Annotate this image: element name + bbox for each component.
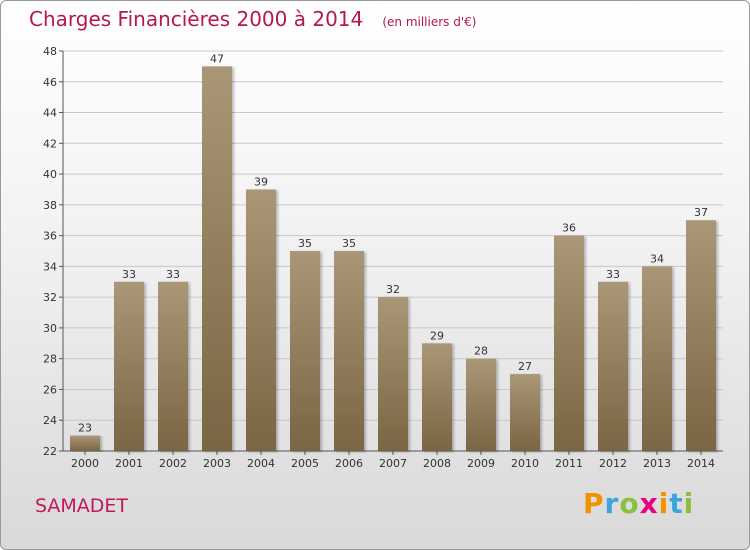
data-label: 39 [254,175,268,188]
x-tick-label: 2005 [291,457,319,470]
x-tick-label: 2002 [159,457,187,470]
y-tick-label: 30 [43,322,57,335]
bar [114,281,144,451]
bar [246,189,276,451]
logo-letter: x [639,487,659,520]
y-tick-label: 44 [43,107,57,120]
chart-title: Charges Financières 2000 à 2014 (en mill… [29,7,476,31]
x-tick-label: 2006 [335,457,363,470]
y-tick-label: 24 [43,414,57,427]
x-tick-label: 2014 [687,457,715,470]
bar [158,281,188,451]
y-tick-label: 42 [43,137,57,150]
x-tick-label: 2011 [555,457,583,470]
bar [202,66,232,451]
data-label: 47 [210,52,224,65]
x-tick-label: 2008 [423,457,451,470]
data-label: 35 [298,237,312,250]
chart-unit: (en milliers d'€) [382,15,477,29]
logo-letter: r [604,487,620,520]
bar [422,343,452,451]
proxiti-logo[interactable]: Proxiti [583,487,694,520]
data-label: 32 [386,283,400,296]
y-tick-label: 48 [43,45,57,58]
bar [642,266,672,451]
x-tick-label: 2007 [379,457,407,470]
y-tick-label: 26 [43,383,57,396]
data-label: 23 [78,422,92,435]
data-label: 35 [342,237,356,250]
bar [290,251,320,451]
x-tick-label: 2000 [71,457,99,470]
y-tick-label: 46 [43,76,57,89]
y-tick-label: 28 [43,353,57,366]
y-tick-label: 40 [43,168,57,181]
logo-letter: o [619,487,640,520]
x-tick-label: 2013 [643,457,671,470]
data-label: 28 [474,345,488,358]
bars [70,66,716,451]
data-label: 29 [430,329,444,342]
data-label: 33 [122,268,136,281]
labels: 22 24 26 28 30 32 34 36 38 40 42 44 46 48 2000 23 2001 33… [43,45,715,470]
x-tick-label: 2003 [203,457,231,470]
data-label: 33 [606,268,620,281]
x-tick-label: 2012 [599,457,627,470]
logo-letter: P [583,487,605,520]
commune-name: SAMADET [35,495,129,517]
data-label: 33 [166,268,180,281]
data-label: 36 [562,222,576,235]
data-label: 34 [650,252,664,265]
bar [70,435,100,451]
x-tick-label: 2010 [511,457,539,470]
y-tick-label: 34 [43,260,57,273]
bar [378,297,408,451]
y-tick-label: 38 [43,199,57,212]
bar [554,235,584,451]
data-label: 37 [694,206,708,219]
logo-letter: i [658,487,670,520]
chart-title-text: Charges Financières 2000 à 2014 [29,7,364,31]
logo-letter: t [669,487,684,520]
bar [686,220,716,451]
data-label: 27 [518,360,532,373]
bar [510,374,540,451]
y-tick-label: 32 [43,291,57,304]
x-tick-label: 2004 [247,457,275,470]
x-tick-label: 2009 [467,457,495,470]
bar [598,281,628,451]
bar [334,251,364,451]
y-tick-label: 36 [43,230,57,243]
y-tick-label: 22 [43,445,57,458]
bar [466,358,496,451]
x-tick-label: 2001 [115,457,143,470]
logo-letter: i [683,487,695,520]
